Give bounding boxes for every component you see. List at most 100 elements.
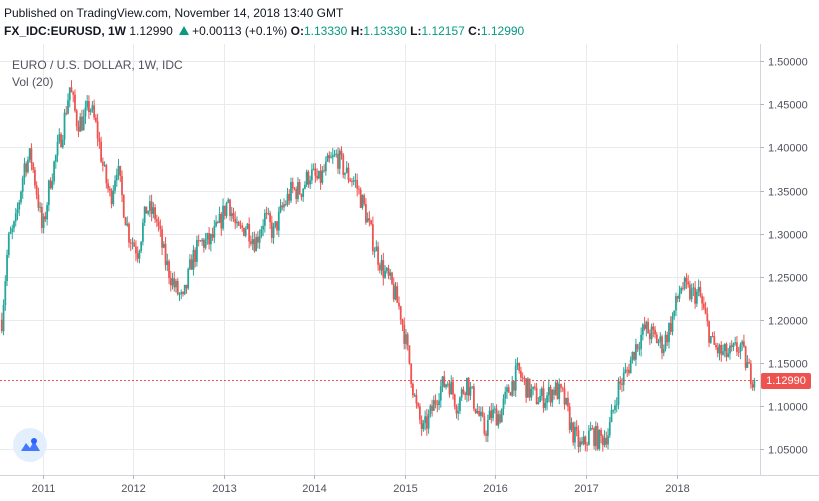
candle-body xyxy=(77,126,80,132)
x-tick-label: 2013 xyxy=(212,483,236,495)
candle-body xyxy=(453,394,456,407)
candle-body xyxy=(239,225,242,227)
candle-body xyxy=(293,188,296,190)
candle-body xyxy=(215,221,217,227)
candle-body xyxy=(98,138,101,142)
candle-body xyxy=(298,182,301,194)
candle-body xyxy=(499,414,501,423)
candle-body xyxy=(662,348,665,354)
candle-body xyxy=(600,429,602,436)
candle-body xyxy=(269,213,271,223)
candle-body xyxy=(347,167,350,180)
close-label: C: xyxy=(468,24,481,38)
candle-body xyxy=(431,405,433,411)
candle-body xyxy=(142,222,144,242)
candle-body xyxy=(673,310,676,317)
candle-body xyxy=(358,188,360,190)
candle-body xyxy=(58,134,61,142)
candle-body xyxy=(384,270,386,278)
candle-body xyxy=(246,223,249,229)
candle-body xyxy=(281,205,284,208)
candle-body xyxy=(209,234,212,245)
candle-body xyxy=(176,280,179,295)
candle-body xyxy=(551,389,554,403)
candle-body xyxy=(243,227,245,236)
candle-body xyxy=(533,386,536,388)
candle-body xyxy=(159,225,162,230)
candle-body xyxy=(418,406,421,420)
candle-body xyxy=(647,321,649,334)
candle-body xyxy=(107,183,109,189)
candle-body xyxy=(338,150,341,169)
candle-body xyxy=(729,345,731,354)
candle-body xyxy=(575,426,578,431)
candle-body xyxy=(145,206,148,214)
candle-body xyxy=(265,213,268,214)
candle-body xyxy=(84,107,87,117)
candle-body xyxy=(678,293,681,299)
candle-body xyxy=(471,386,474,388)
candle-body xyxy=(223,205,226,216)
candle-body xyxy=(586,444,589,446)
candle-body xyxy=(110,190,113,205)
candle-body xyxy=(389,272,392,276)
candle-body xyxy=(734,342,737,344)
y-tick-label: 1.35000 xyxy=(768,187,808,199)
candle-body xyxy=(202,239,205,248)
candle-body xyxy=(319,170,322,183)
candle-body xyxy=(161,229,163,248)
candle-body xyxy=(526,378,529,398)
candle-body xyxy=(216,221,219,223)
candle-body xyxy=(617,381,620,405)
candle-body xyxy=(568,406,571,430)
candle-body xyxy=(711,336,714,337)
candle-body xyxy=(258,235,261,243)
price-axis[interactable]: 1.50000 1.45000 1.40000 1.35000 1.30000 1.250… xyxy=(760,57,808,457)
candle-body xyxy=(744,346,747,368)
candle-body xyxy=(51,181,54,189)
candle-body xyxy=(387,268,390,276)
candle-body xyxy=(753,380,756,388)
candle-body xyxy=(143,206,146,223)
y-tick-label: 1.20000 xyxy=(768,316,808,328)
candle-body xyxy=(439,386,442,401)
candle-body xyxy=(307,171,310,185)
candle-body xyxy=(459,397,461,411)
candle-body xyxy=(715,344,717,348)
candle-body xyxy=(652,326,655,330)
candle-body xyxy=(396,286,399,303)
candle-body xyxy=(382,260,385,278)
candle-body xyxy=(279,205,282,212)
candle-body xyxy=(94,117,97,122)
candle-body xyxy=(154,207,157,220)
volume-legend[interactable]: Vol (20) xyxy=(12,75,54,89)
candle-body xyxy=(262,225,265,230)
candle-body xyxy=(593,428,595,446)
candle-body xyxy=(709,336,712,343)
candle-body xyxy=(669,323,672,332)
candle-body xyxy=(39,206,42,208)
candle-body xyxy=(445,384,447,388)
candle-body xyxy=(162,243,165,248)
candle-body xyxy=(121,176,123,196)
candle-body xyxy=(302,188,305,197)
candle-body xyxy=(190,259,193,270)
candle-body xyxy=(749,363,752,385)
candle-body xyxy=(539,395,541,403)
x-tick-label: 2016 xyxy=(483,483,507,495)
candle-body xyxy=(457,410,460,414)
candle-body xyxy=(23,163,26,178)
candle-body xyxy=(420,419,423,430)
time-axis[interactable]: 2011 2012 2013 2014 2015 2016 2017 2018 xyxy=(32,475,690,495)
candle-body xyxy=(464,393,467,396)
ohlc-bar: FX_IDC:EURUSD, 1W 1.12990 +0.00113 (+0.1… xyxy=(4,24,524,38)
candle-body xyxy=(236,221,238,224)
tradingview-logo-icon[interactable] xyxy=(13,428,47,462)
candle-body xyxy=(65,112,68,114)
candle-body xyxy=(260,229,263,236)
candle-body xyxy=(720,344,723,355)
candle-body xyxy=(746,362,749,368)
high-label: H: xyxy=(350,24,364,38)
candle-body xyxy=(178,293,181,295)
